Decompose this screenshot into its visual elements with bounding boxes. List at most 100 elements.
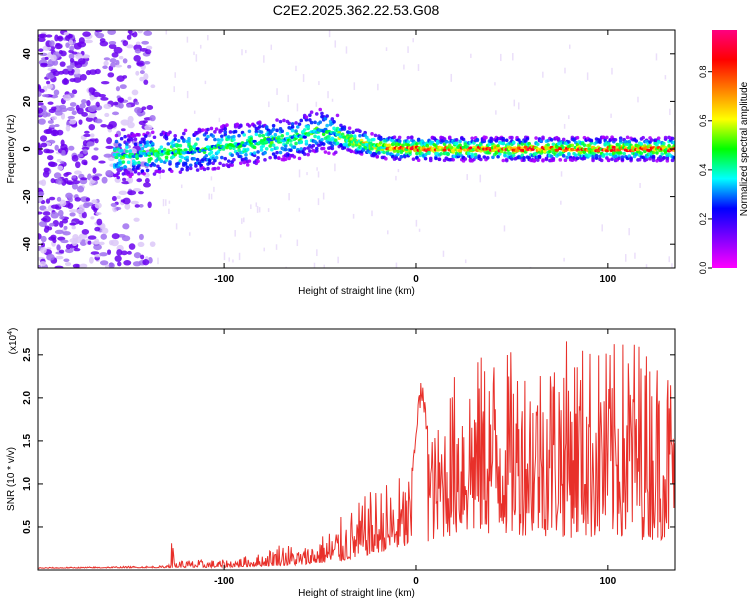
spectrogram-cell xyxy=(382,150,386,155)
spectrogram-cell xyxy=(47,120,54,124)
spectrogram-cell xyxy=(206,166,210,171)
spectrogram-cell xyxy=(175,223,178,230)
spectrogram-cell xyxy=(275,244,278,250)
spectrogram-cell xyxy=(58,50,64,55)
spectrogram-cell xyxy=(63,32,70,36)
spectrogram-cell xyxy=(142,120,148,124)
spectrogram-cell xyxy=(560,171,563,177)
spectrogram-cell xyxy=(208,193,210,200)
spectrogram-cell xyxy=(185,165,190,170)
spectrogram-cell xyxy=(294,121,298,125)
spectrogram-cell xyxy=(498,152,502,156)
spectrogram-plot: -100 0 100 -40 -20 0 20 40 Height of straight li… xyxy=(6,29,676,297)
spectrogram-cell xyxy=(337,256,339,264)
spectrogram-cell xyxy=(605,152,609,156)
spectrogram-cell xyxy=(71,154,79,162)
spectrogram-cell xyxy=(298,169,301,178)
spectrogram-cell xyxy=(466,151,471,156)
spectrogram-cell xyxy=(143,73,149,80)
spectrogram-cell xyxy=(218,140,222,145)
spectrogram-cell xyxy=(613,154,618,159)
spectrogram-cell xyxy=(656,140,661,145)
spectrogram-cell xyxy=(235,122,240,127)
spectrogram-cell xyxy=(494,191,497,197)
spectrogram-cell xyxy=(247,159,252,163)
spectrogram-cell xyxy=(73,76,82,83)
spectrogram-cell xyxy=(259,148,264,152)
spectrogram-cell xyxy=(320,137,324,142)
colorbar-tick-label: 0.2 xyxy=(698,213,708,226)
spectrogram-cell xyxy=(225,123,229,127)
spectrogram-cell xyxy=(144,134,148,138)
spectrogram-cell xyxy=(126,34,132,40)
y-axis-label: Frequency (Hz) xyxy=(6,115,17,184)
spectrogram-cell xyxy=(67,115,75,120)
spectrogram-cell xyxy=(263,137,267,141)
spectrogram-cell xyxy=(50,106,57,111)
spectrogram-cell xyxy=(115,206,122,211)
spectrogram-cell xyxy=(601,224,603,232)
spectrogram-cell xyxy=(370,146,374,151)
spectrogram-cell xyxy=(45,128,53,134)
spectrogram-cell xyxy=(194,142,198,146)
spectrogram-cell xyxy=(244,153,248,157)
spectrogram-cell xyxy=(118,158,122,163)
spectrogram-cell xyxy=(463,142,468,146)
spectrogram-cell xyxy=(101,176,108,184)
spectrogram-cell xyxy=(239,161,243,165)
spectrogram-cell xyxy=(152,172,157,176)
spectrogram-cell xyxy=(104,112,110,118)
spectrogram-cell xyxy=(87,240,92,245)
spectrogram-cell xyxy=(275,146,279,150)
spectrogram-cell xyxy=(56,244,61,251)
spectrogram-cell xyxy=(264,125,269,129)
spectrogram-cell xyxy=(520,146,525,150)
spectrogram-cell xyxy=(142,259,150,266)
spectrogram-cell xyxy=(668,256,670,263)
spectrogram-cell xyxy=(299,140,304,144)
spectrogram-cell xyxy=(38,191,45,197)
spectrogram-cell xyxy=(123,260,132,266)
spectrogram-cell xyxy=(325,114,329,118)
spectrogram-cell xyxy=(302,128,307,132)
spectrogram-cell xyxy=(283,157,288,161)
spectrogram-cell xyxy=(116,195,121,200)
spectrogram-cell xyxy=(437,157,442,161)
spectrogram-cell xyxy=(115,64,123,68)
spectrogram-cell xyxy=(137,30,144,34)
spectrogram-cell xyxy=(91,241,100,245)
spectrogram-cell xyxy=(605,135,609,140)
spectrogram-cell xyxy=(78,37,85,44)
spectrogram-cell xyxy=(349,149,354,154)
spectrogram-cell xyxy=(563,123,566,129)
spectrogram-cell xyxy=(564,67,566,74)
spectrogram-cell xyxy=(127,64,132,69)
spectrogram-cell xyxy=(213,158,217,163)
spectrogram-cell xyxy=(639,183,641,188)
spectrogram-cell xyxy=(88,87,96,94)
spectrogram-cell xyxy=(213,166,217,171)
spectrogram-cell xyxy=(278,150,283,155)
spectrogram-cell xyxy=(38,84,41,90)
spectrogram-cell xyxy=(242,133,247,137)
spectrogram-cell xyxy=(282,118,286,123)
spectrogram-cell xyxy=(504,138,509,143)
spectrogram-cell xyxy=(218,161,222,166)
spectrogram-cell xyxy=(239,154,243,159)
spectrogram-cell xyxy=(618,136,623,141)
spectrogram-cell xyxy=(586,72,589,80)
spectrogram-cell xyxy=(113,101,119,106)
spectrogram-cell xyxy=(285,131,290,136)
spectrogram-cell xyxy=(54,110,63,116)
spectrogram-cell xyxy=(280,134,285,138)
spectrogram-cell xyxy=(294,141,298,146)
spectrogram-cell xyxy=(651,154,656,159)
spectrogram-cell xyxy=(133,252,142,259)
snr-series-line xyxy=(38,341,675,570)
spectrogram-cell xyxy=(415,219,418,227)
spectrogram-cell xyxy=(111,196,117,202)
spectrogram-cell xyxy=(270,44,273,50)
spectrogram-cell xyxy=(55,255,64,260)
spectrogram-cell xyxy=(672,155,675,160)
